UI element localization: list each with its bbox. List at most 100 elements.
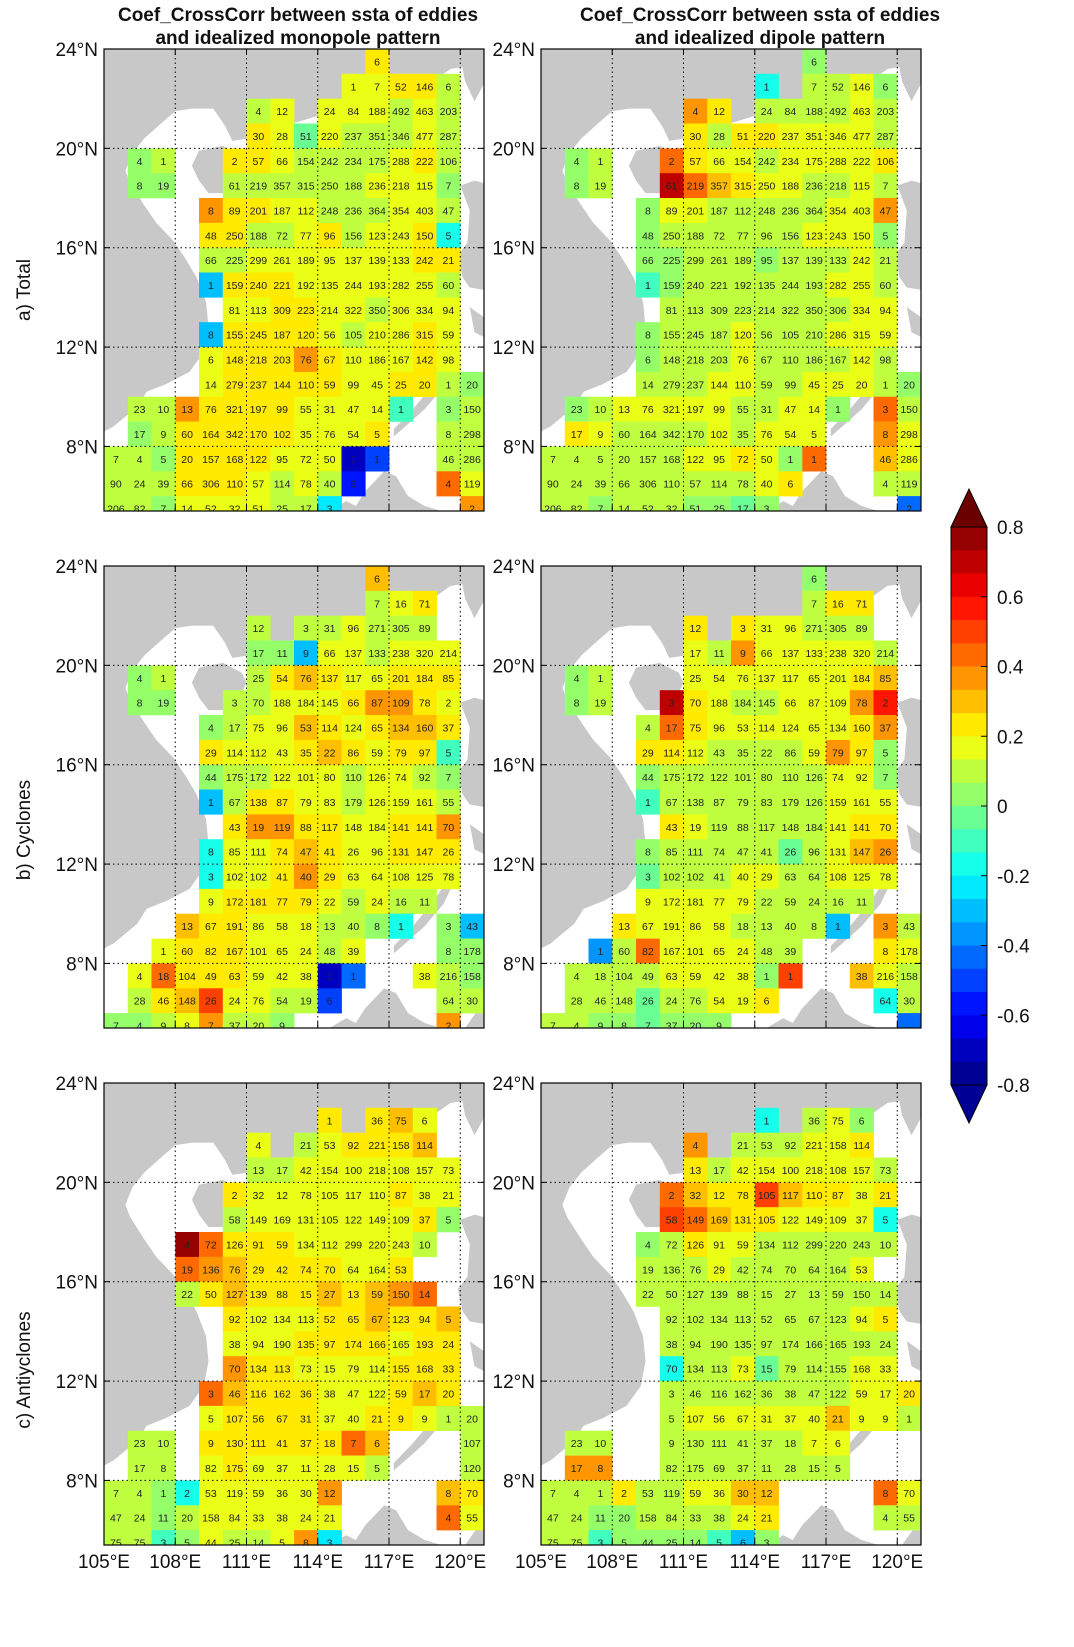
cell-count-label: 67 (229, 797, 241, 809)
heat-cell (588, 446, 613, 472)
heat-cell (222, 1182, 247, 1208)
cell-count-label: 99 (785, 379, 797, 391)
cell-count-label: 320 (853, 648, 871, 660)
cell-count-label: 86 (348, 747, 360, 759)
cell-count-label: 21 (443, 255, 455, 267)
cell-count-label: 12 (713, 106, 725, 118)
heat-cell (873, 690, 898, 716)
cell-count-label: 112 (782, 1240, 799, 1252)
heat-cell (389, 615, 414, 641)
cell-count-label: 117 (321, 822, 338, 834)
cell-count-label: 6 (930, 504, 936, 516)
heat-cell (731, 715, 756, 741)
cell-count-label: 167 (663, 946, 681, 958)
cell-count-label: 250 (663, 230, 681, 242)
cell-count-label: 3 (597, 1538, 603, 1550)
heat-cell (826, 322, 851, 348)
cell-count-label: 1 (208, 797, 214, 809)
cell-count-label: 351 (805, 131, 823, 143)
heat-cell (564, 1455, 589, 1481)
cell-count-label: 131 (829, 847, 847, 859)
heat-cell (294, 913, 319, 939)
cell-count-label: 72 (737, 454, 749, 466)
cell-count-label: 282 (829, 280, 847, 292)
cell-count-label: 67 (761, 355, 773, 367)
heat-cell (127, 148, 152, 174)
heat-cell (541, 446, 566, 472)
cell-count-label: 186 (805, 355, 823, 367)
cell-count-label: 21 (880, 1190, 892, 1202)
cell-count-label: 91 (713, 1240, 725, 1252)
cell-count-label: 64 (348, 1264, 360, 1276)
cell-count-label: 1 (327, 971, 333, 983)
heat-cell (659, 347, 684, 373)
cell-count-label: 135 (734, 1339, 752, 1351)
heat-cell (754, 739, 779, 765)
cell-count-label: 61 (229, 181, 241, 193)
heat-cell (731, 1306, 756, 1332)
heat-cell (436, 913, 461, 939)
cell-count-label: 179 (345, 797, 363, 809)
cell-count-label: 201 (392, 673, 410, 685)
cell-count-label: 94 (690, 1339, 702, 1351)
heat-cell (754, 913, 779, 939)
cell-count-label: 5 (445, 747, 451, 759)
cell-count-label: 55 (443, 797, 455, 809)
panel-frame (103, 48, 485, 512)
cell-count-label: 30 (690, 131, 702, 143)
heat-cell (897, 1405, 921, 1431)
cell-count-label: 36 (371, 1115, 383, 1127)
cell-count-label: 157 (639, 454, 657, 466)
cell-count-label: 120 (734, 330, 752, 342)
cell-count-label: 145 (758, 698, 776, 710)
cell-count-label: 76 (737, 673, 749, 685)
heat-cell (612, 421, 637, 447)
heat-cell (754, 148, 779, 174)
heat-cell (826, 690, 851, 716)
cell-count-label: 112 (735, 206, 752, 218)
heat-cell (826, 272, 851, 298)
cell-count-label: 52 (395, 81, 407, 93)
cell-count-label: 219 (250, 181, 268, 193)
heat-cell (636, 272, 661, 298)
cell-count-label: 175 (226, 772, 244, 784)
cell-count-label: 66 (713, 156, 725, 168)
heat-cell (683, 1405, 708, 1431)
heat-cell (778, 1232, 803, 1258)
land-polygon (529, 1013, 541, 1028)
cell-count-label: 299 (345, 1240, 363, 1252)
heat-cell (897, 963, 921, 989)
cell-count-label: 6 (859, 1115, 865, 1127)
heat-cell (246, 938, 271, 964)
cell-count-label: 17 (713, 1165, 725, 1177)
cell-count-label: 16 (395, 598, 407, 610)
cell-count-label: 20 (618, 454, 630, 466)
heat-cell (389, 1356, 414, 1382)
heat-cell (754, 1281, 779, 1307)
cell-count-label: 70 (466, 1488, 478, 1500)
cell-count-label: 131 (392, 847, 410, 859)
heat-cell (389, 665, 414, 691)
cell-count-label: 225 (226, 255, 244, 267)
cell-count-label: 31 (761, 1413, 773, 1425)
cell-count-label: 117 (758, 822, 775, 834)
heat-cell (365, 590, 390, 616)
heat-cell (317, 198, 342, 224)
cell-count-label: 137 (321, 673, 339, 685)
cell-count-label: 47 (880, 206, 892, 218)
heat-cell (199, 1530, 224, 1545)
cell-count-label: 306 (829, 305, 847, 317)
heat-cell (341, 98, 366, 124)
cell-count-label: 67 (642, 921, 654, 933)
cell-count-label: 72 (713, 230, 725, 242)
heat-cell (802, 789, 827, 815)
heat-cell (849, 1331, 874, 1357)
cell-count-label: 61 (666, 181, 678, 193)
cell-count-label: 19 (158, 181, 170, 193)
heat-cell (849, 690, 874, 716)
cell-count-label: 17 (666, 723, 678, 735)
heat-cell (127, 988, 152, 1014)
cell-count-label: 3 (669, 1389, 675, 1401)
cell-count-label: 154 (734, 156, 752, 168)
heat-cell (873, 73, 898, 99)
